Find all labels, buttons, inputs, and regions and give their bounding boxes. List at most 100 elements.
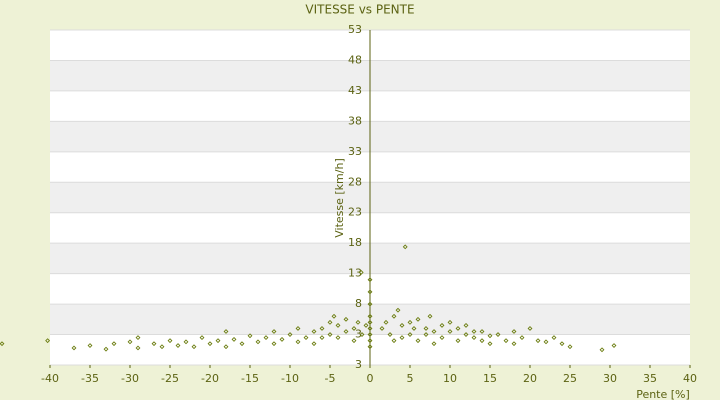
point (111, 341, 117, 347)
point (135, 335, 141, 341)
point (511, 329, 517, 334)
point (367, 326, 373, 331)
point (45, 338, 51, 344)
point (367, 289, 373, 295)
x-tick-label: -40 (41, 372, 59, 385)
point (559, 341, 565, 347)
chart-title: VITESSE vs PENTE (305, 3, 414, 17)
point (223, 329, 229, 334)
point (567, 344, 573, 350)
point (335, 335, 341, 341)
point (207, 341, 213, 347)
point (151, 341, 157, 347)
point (379, 326, 385, 331)
point (383, 319, 389, 325)
point (327, 319, 333, 325)
point (355, 319, 361, 325)
point (358, 269, 364, 275)
x-tick-label: 35 (643, 372, 657, 385)
point (87, 343, 93, 348)
point (271, 341, 277, 347)
point (231, 336, 237, 342)
x-tick-label: 0 (367, 372, 374, 385)
point (359, 332, 365, 337)
point (407, 319, 413, 325)
y-tick-label: 43 (348, 84, 362, 97)
point (471, 335, 477, 341)
point (399, 335, 405, 341)
point (247, 333, 253, 339)
point (367, 338, 373, 344)
point (255, 339, 261, 345)
x-tick-label: 30 (603, 372, 617, 385)
point (415, 338, 421, 344)
point (135, 345, 141, 351)
x-tick-label: -15 (241, 372, 259, 385)
point (103, 346, 109, 352)
x-tick-label: -30 (121, 372, 139, 385)
point (311, 341, 317, 347)
point (415, 316, 421, 322)
point (399, 322, 405, 328)
point (159, 344, 165, 350)
point (335, 322, 341, 328)
point (423, 326, 429, 331)
x-tick-label: 5 (407, 372, 414, 385)
x-tick-label: -5 (325, 372, 336, 385)
point (439, 322, 445, 328)
point (295, 326, 301, 331)
point (343, 329, 349, 334)
point (199, 335, 205, 341)
point (319, 335, 325, 341)
point (447, 329, 453, 334)
point (239, 341, 245, 347)
y-tick-label: 18 (348, 236, 362, 249)
point (427, 313, 433, 319)
point (271, 329, 277, 334)
x-tick-label: 25 (563, 372, 577, 385)
point (127, 339, 133, 345)
point (407, 332, 413, 337)
point (423, 332, 429, 337)
point (463, 332, 469, 337)
x-tick-label: -20 (201, 372, 219, 385)
point (175, 343, 181, 348)
point (367, 332, 373, 337)
point (479, 338, 485, 344)
point (503, 338, 509, 344)
point (611, 343, 617, 348)
x-tick-label: 10 (443, 372, 457, 385)
y-tick-label: 38 (348, 114, 362, 127)
point (367, 319, 373, 325)
point (387, 332, 393, 337)
point (319, 326, 325, 331)
point (479, 329, 485, 334)
point (303, 335, 309, 341)
point (367, 313, 373, 319)
y-tick-label: 23 (348, 206, 362, 219)
point (551, 335, 557, 341)
point (367, 344, 373, 350)
point (471, 329, 477, 334)
x-tick-label: -10 (281, 372, 299, 385)
point (543, 339, 549, 345)
x-tick-label: 40 (683, 372, 697, 385)
point (311, 329, 317, 334)
point (391, 313, 397, 319)
y-tick-label: 33 (348, 145, 362, 158)
x-tick-label: 20 (523, 372, 537, 385)
y-tick-label: 28 (348, 175, 362, 188)
point (215, 338, 221, 344)
point (223, 344, 229, 350)
point (395, 307, 401, 313)
point (191, 344, 197, 350)
point (331, 313, 337, 319)
point (487, 333, 493, 339)
y-tick-label: 48 (348, 53, 362, 66)
point (367, 301, 373, 307)
x-tick-label: -35 (81, 372, 99, 385)
point (287, 332, 293, 337)
y-tick-label: 3 (355, 358, 362, 371)
point (183, 339, 189, 345)
point (511, 341, 517, 347)
